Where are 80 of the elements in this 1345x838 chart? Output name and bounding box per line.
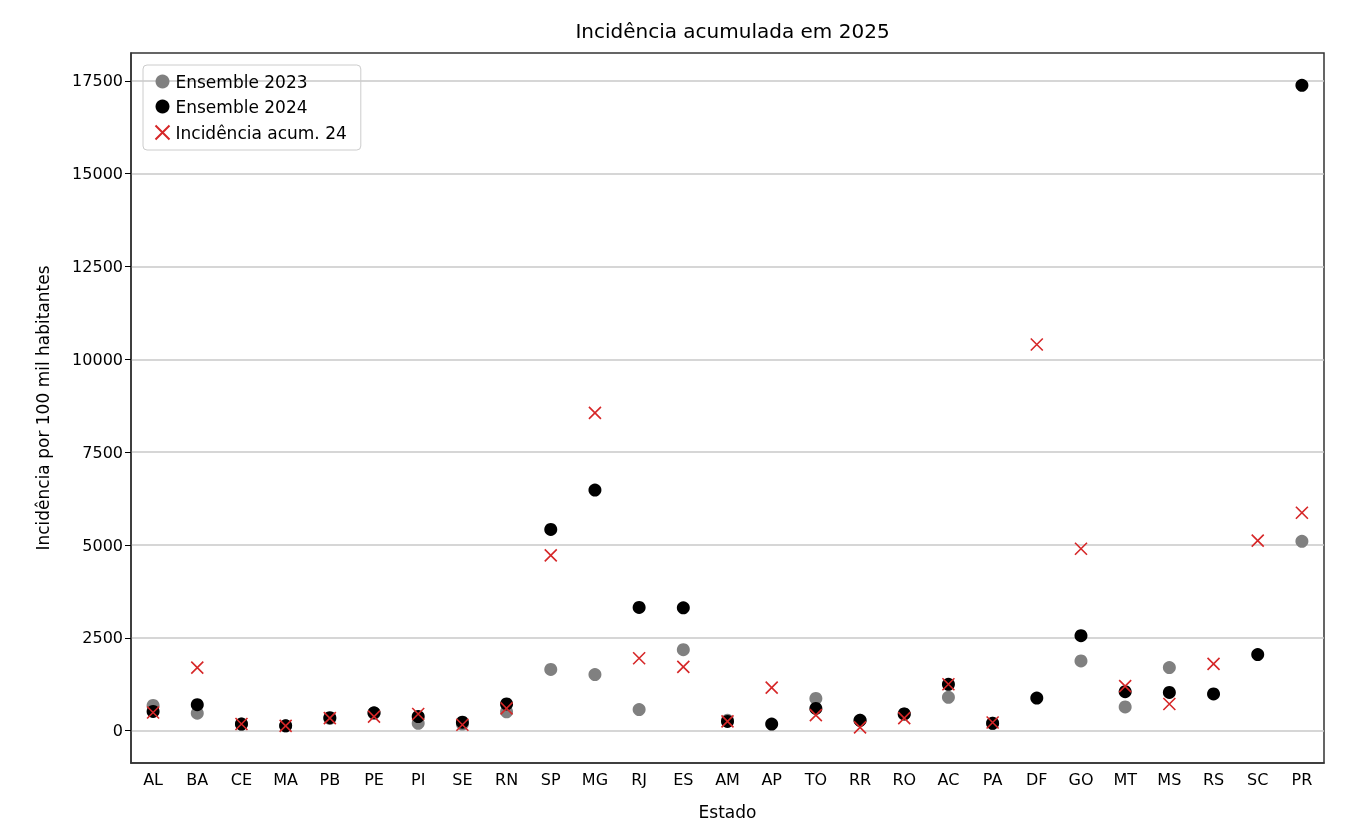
point — [367, 709, 381, 724]
x-tick-label: PI — [411, 769, 426, 789]
legend-label: Ensemble 2024 — [175, 96, 308, 117]
point — [941, 690, 955, 704]
point — [190, 698, 204, 712]
x-tick-label: RR — [848, 769, 872, 789]
x-axis-title: Estado — [698, 801, 757, 822]
x-tick-label: TO — [803, 769, 828, 789]
y-tick-label: 0 — [112, 721, 123, 741]
point — [544, 522, 558, 536]
x-tick-label: MT — [1113, 769, 1138, 789]
x-tick-label: MA — [273, 769, 299, 789]
point — [1162, 697, 1177, 711]
y-tick-label: 10000 — [72, 349, 123, 369]
point — [632, 703, 646, 717]
legend-label: Incidência acum. 24 — [175, 122, 347, 143]
point — [1295, 78, 1309, 92]
point — [676, 660, 691, 674]
point — [588, 668, 602, 682]
x-tick-label: SC — [1247, 769, 1269, 789]
legend-label: Ensemble 2023 — [175, 71, 308, 92]
x-tick-label: AC — [937, 769, 960, 789]
point — [588, 483, 602, 497]
point — [1162, 685, 1176, 699]
x-tick-label: SE — [452, 769, 473, 789]
point — [632, 600, 646, 614]
point — [588, 406, 602, 420]
point — [1030, 337, 1044, 352]
x-tick-label: RO — [892, 769, 917, 789]
point — [1206, 657, 1221, 671]
x-tick-label: PB — [319, 769, 341, 789]
point — [1030, 691, 1044, 705]
chart-title: Incidência acumulada em 2025 — [575, 19, 890, 43]
x-tick-label: CE — [230, 769, 253, 789]
point — [1074, 541, 1088, 556]
point — [1295, 534, 1309, 548]
point — [1295, 505, 1309, 520]
y-tick-label: 5000 — [82, 535, 123, 555]
x-tick-label: SP — [540, 769, 562, 789]
point — [676, 643, 690, 657]
x-tick-label: AM — [715, 769, 740, 789]
point — [632, 651, 646, 666]
point — [499, 701, 514, 716]
x-tick-label: BA — [186, 769, 209, 789]
x-tick-label: MG — [581, 769, 609, 789]
x-tick-label: AP — [761, 769, 783, 789]
x-tick-label: RN — [495, 769, 519, 789]
point — [544, 662, 558, 676]
y-tick-label: 2500 — [82, 628, 123, 648]
point — [765, 717, 779, 731]
point — [190, 660, 205, 675]
point — [1207, 687, 1221, 701]
point — [1251, 648, 1265, 662]
y-tick-label: 17500 — [72, 71, 123, 91]
point — [676, 601, 690, 615]
x-tick-label: DF — [1026, 769, 1048, 789]
x-tick-label: GO — [1068, 769, 1094, 789]
x-tick-label: AL — [143, 769, 164, 789]
point — [1250, 533, 1265, 548]
x-tick-label: PE — [364, 769, 384, 789]
x-tick-label: MS — [1157, 769, 1182, 789]
y-tick-label: 7500 — [82, 442, 123, 462]
x-tick-label: RJ — [631, 769, 648, 789]
point — [809, 708, 823, 722]
point — [853, 720, 867, 735]
x-tick-label: RS — [1202, 769, 1225, 789]
point — [764, 680, 779, 695]
point — [1074, 654, 1088, 668]
x-tick-label: PR — [1291, 769, 1313, 789]
point — [1118, 700, 1132, 714]
point — [543, 548, 558, 563]
point — [1074, 629, 1088, 643]
y-axis-title: Incidência por 100 mil habitantes — [32, 265, 53, 551]
x-tick-label: ES — [673, 769, 694, 789]
y-tick-label: 15000 — [72, 164, 123, 184]
y-tick-label: 12500 — [72, 257, 123, 277]
point — [1118, 679, 1132, 693]
point — [897, 711, 912, 725]
x-tick-label: PA — [982, 769, 1003, 789]
point — [1162, 661, 1176, 675]
